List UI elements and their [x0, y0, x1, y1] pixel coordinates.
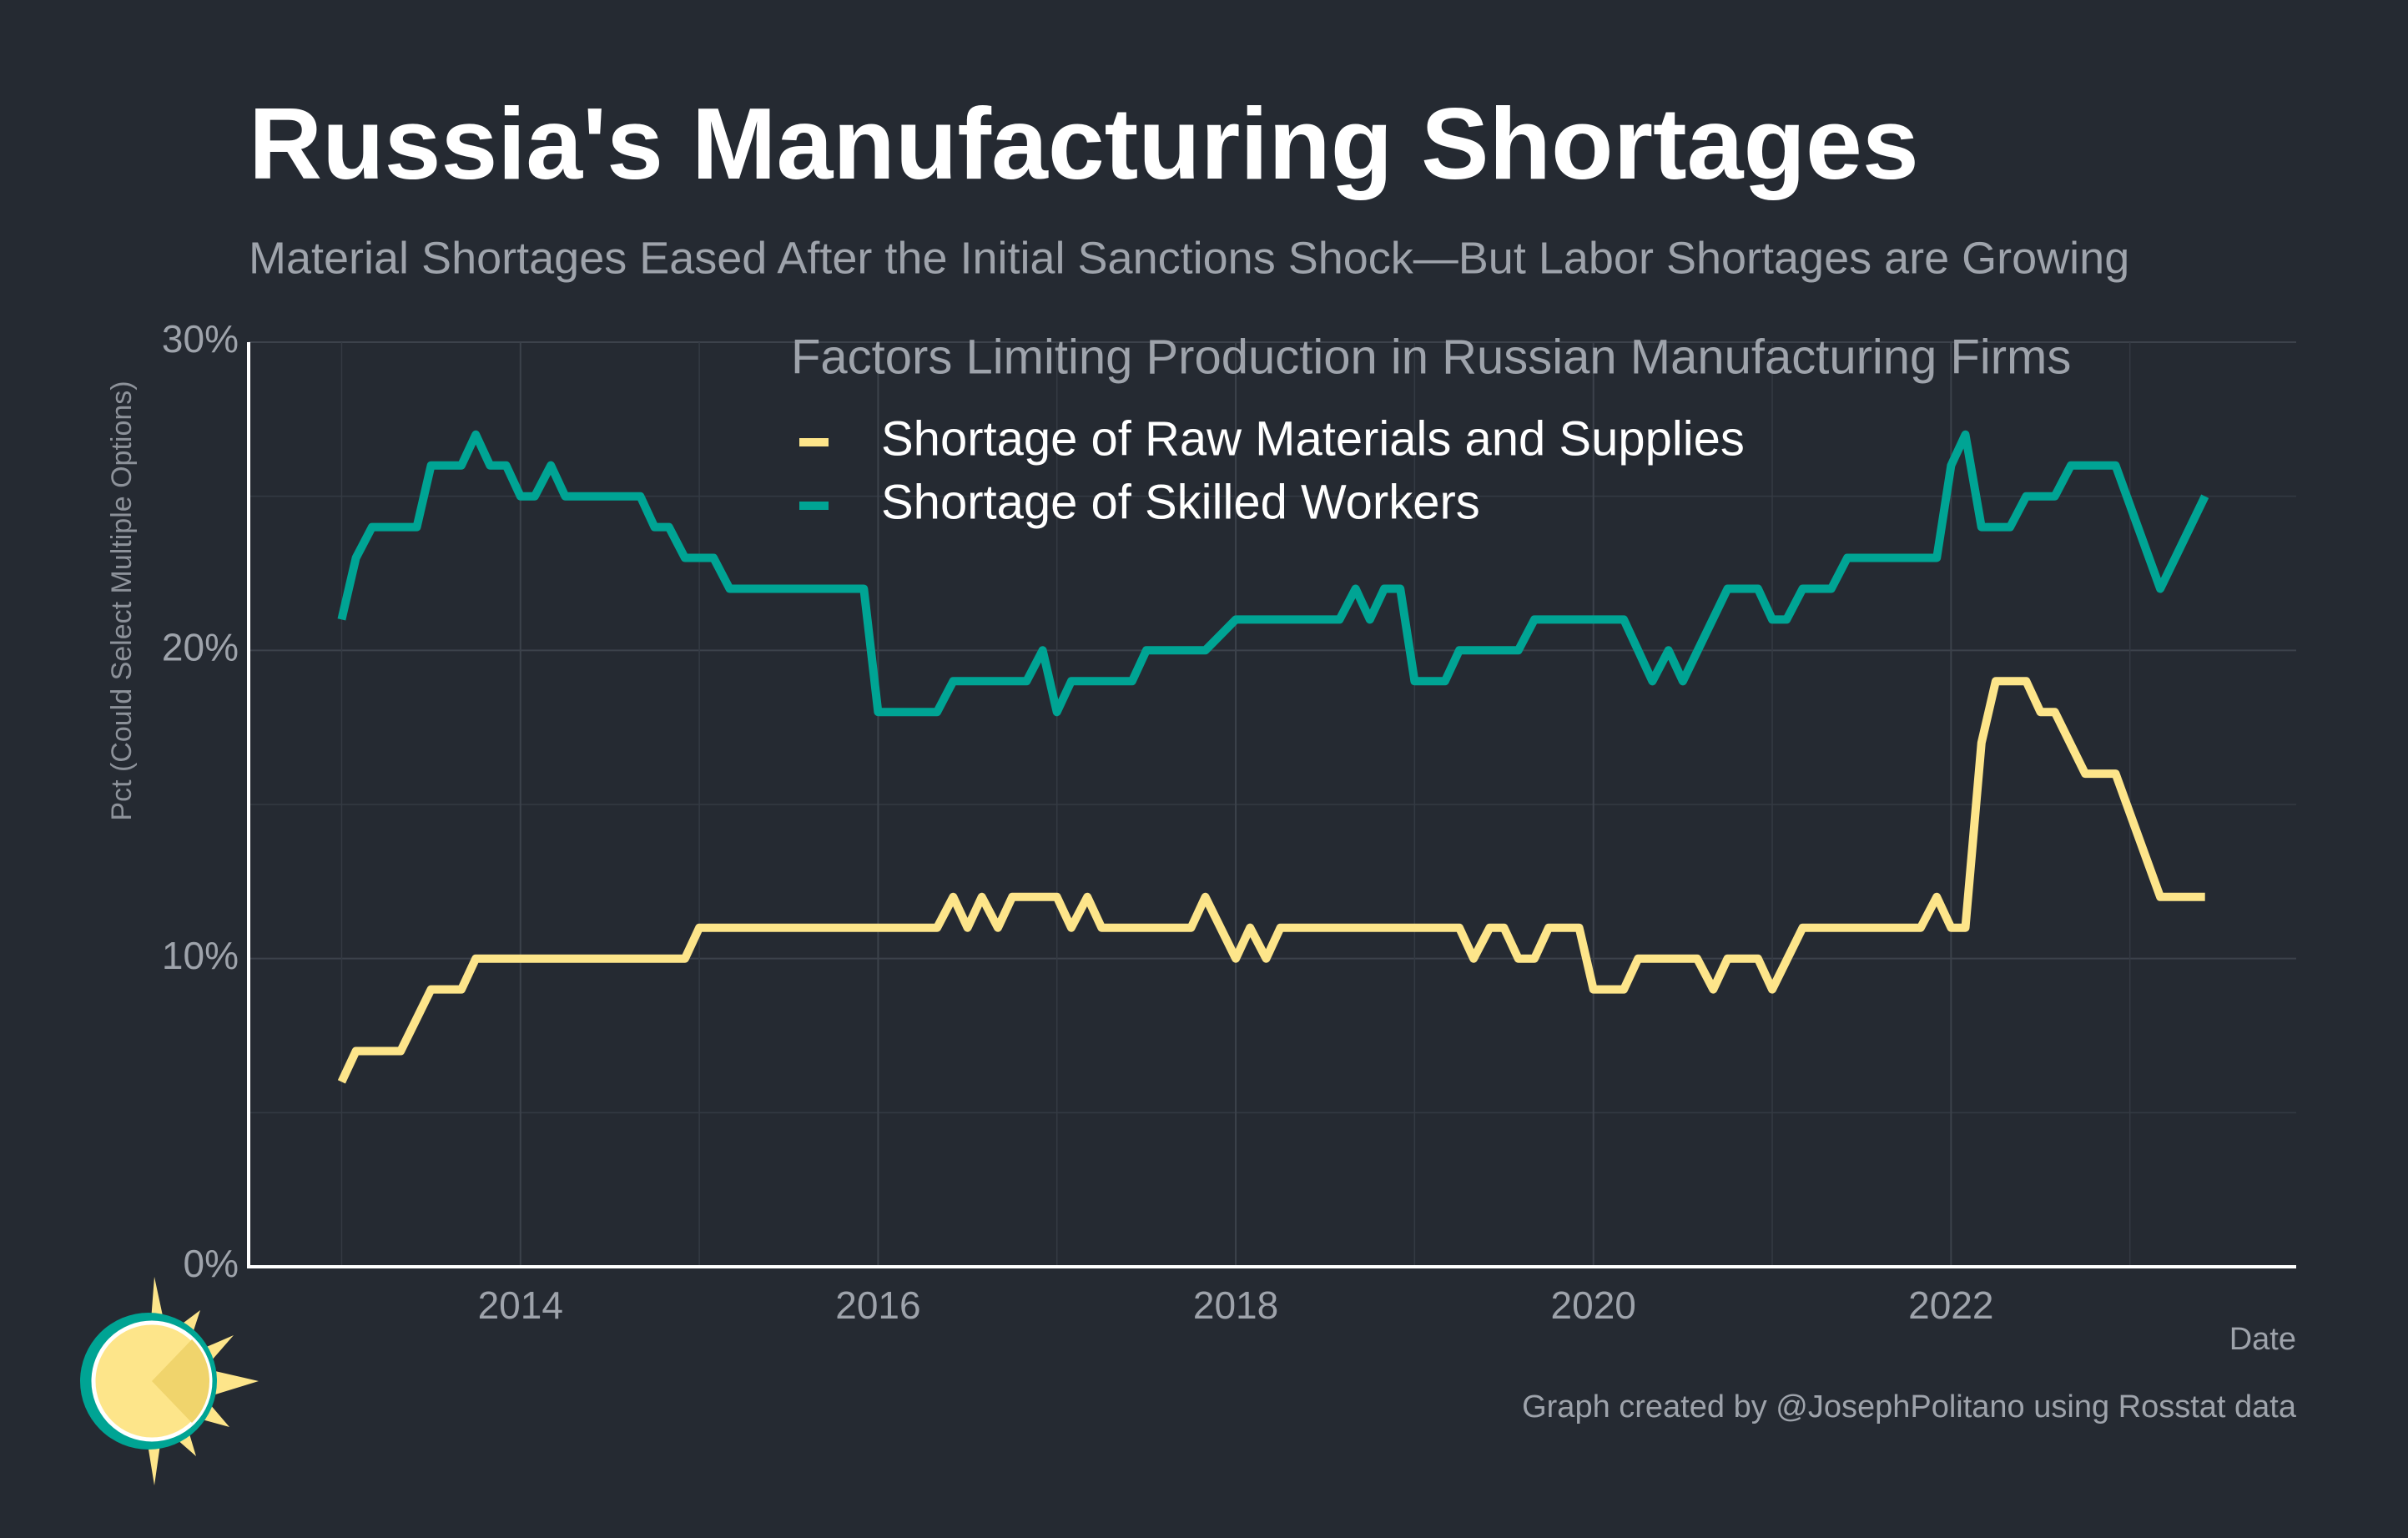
y-tick-label: 20%	[162, 625, 239, 668]
x-tick-label: 2022	[1908, 1283, 1993, 1327]
legend-label: Shortage of Skilled Workers	[881, 475, 1480, 529]
chart-title: Russia's Manufacturing Shortages	[249, 87, 1919, 200]
y-axis-label: Pct (Could Select Multiple Options)	[106, 381, 138, 820]
series-line	[337, 430, 2209, 717]
series-line	[337, 677, 2205, 1084]
y-tick-label: 0%	[184, 1242, 239, 1285]
y-tick-label: 10%	[162, 934, 239, 977]
logo	[80, 1277, 259, 1485]
x-tick-label: 2016	[835, 1283, 920, 1327]
caption: Graph created by @JosephPolitano using R…	[1522, 1389, 2297, 1425]
x-tick-label: 2018	[1193, 1283, 1278, 1327]
x-tick-label: 2014	[478, 1283, 563, 1327]
chart-subtitle: Material Shortages Eased After the Initi…	[249, 233, 2129, 283]
legend-title: Factors Limiting Production in Russian M…	[791, 330, 2071, 384]
y-tick-label: 30%	[162, 317, 239, 361]
x-tick-label: 2020	[1551, 1283, 1636, 1327]
x-axis-label: Date	[2229, 1322, 2296, 1357]
legend-label: Shortage of Raw Materials and Supplies	[881, 411, 1745, 466]
plot-area: 0% 10% 20% 30% 2014 2016 2018 2020 2022 Factors L…	[162, 317, 2296, 1327]
